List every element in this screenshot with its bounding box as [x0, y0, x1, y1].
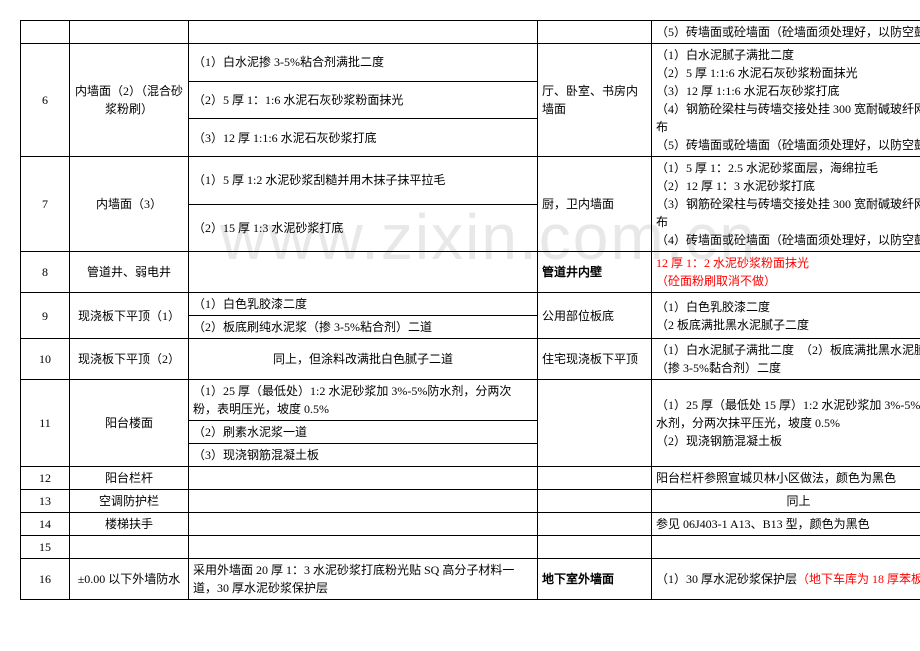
row-number: 11 [21, 380, 70, 467]
row-desc: （3）现浇钢筋混凝土板 [189, 444, 538, 467]
row-detail: 12 厚 1：2 水泥砂浆粉面抹光（砼面粉刷取消不做） [652, 252, 920, 293]
row-location: 厅、卧室、书房内墙面 [538, 44, 652, 157]
row-location [538, 490, 652, 513]
row-desc: （2）15 厚 1:3 水泥砂浆打底 [189, 204, 538, 252]
row-number: 15 [21, 536, 70, 559]
row-detail: （1）白水泥腻子满批二度（2）5 厚 1:1:6 水泥石灰砂浆粉面抹光（3）12… [652, 44, 920, 157]
table-row: 6内墙面（2）（混合砂浆粉刷）（1）白水泥掺 3-5%粘合剂满批二度厅、卧室、书… [21, 44, 920, 82]
table-row: 11阳台楼面（1）25 厚（最低处）1:2 水泥砂浆加 3%-5%防水剂，分两次… [21, 380, 920, 421]
row-number: 16 [21, 559, 70, 600]
row-desc [189, 536, 538, 559]
row-desc [189, 513, 538, 536]
row-name: 楼梯扶手 [70, 513, 189, 536]
row-detail: 同上 [652, 490, 920, 513]
row-number [21, 21, 70, 44]
row-location: 地下室外墙面 [538, 559, 652, 600]
spec-table-container: （5）砖墙面或砼墙面（砼墙面须处理好，以防空鼓）6内墙面（2）（混合砂浆粉刷）（… [20, 20, 900, 600]
row-name [70, 536, 189, 559]
row-desc: （1）25 厚（最低处）1:2 水泥砂浆加 3%-5%防水剂，分两次粉，表明压光… [189, 380, 538, 421]
table-row: 7内墙面（3）（1）5 厚 1:2 水泥砂浆刮糙并用木抹子抹平拉毛厨，卫内墙面（… [21, 157, 920, 205]
row-detail: （1）白水泥腻子满批二度 （2）板底满批黑水泥腻子（掺 3-5%黏合剂）二度 [652, 339, 920, 380]
row-desc: （1）白水泥掺 3-5%粘合剂满批二度 [189, 44, 538, 82]
row-name: 内墙面（3） [70, 157, 189, 252]
row-detail [652, 536, 920, 559]
row-location: 管道井内壁 [538, 252, 652, 293]
table-row: 16±0.00 以下外墙防水采用外墙面 20 厚 1：3 水泥砂浆打底粉光贴 S… [21, 559, 920, 600]
row-number: 10 [21, 339, 70, 380]
row-desc [189, 21, 538, 44]
row-detail: （1）5 厚 1：2.5 水泥砂浆面层，海绵拉毛（2）12 厚 1：3 水泥砂浆… [652, 157, 920, 252]
row-number: 14 [21, 513, 70, 536]
row-desc: 同上，但涂料改满批白色腻子二道 [189, 339, 538, 380]
row-desc: 采用外墙面 20 厚 1：3 水泥砂浆打底粉光贴 SQ 高分子材料一道，30 厚… [189, 559, 538, 600]
row-name: 阳台栏杆 [70, 467, 189, 490]
spec-table: （5）砖墙面或砼墙面（砼墙面须处理好，以防空鼓）6内墙面（2）（混合砂浆粉刷）（… [20, 20, 920, 600]
row-detail: （1）白色乳胶漆二度（2 板底满批黑水泥腻子二度 [652, 293, 920, 339]
row-desc: （2）板底刷纯水泥浆（掺 3-5%粘合剂）二道 [189, 316, 538, 339]
row-number: 8 [21, 252, 70, 293]
row-desc [189, 490, 538, 513]
row-number: 12 [21, 467, 70, 490]
row-number: 13 [21, 490, 70, 513]
row-desc: （1）白色乳胶漆二度 [189, 293, 538, 316]
row-detail: 参见 06J403-1 A13、B13 型，颜色为黑色 [652, 513, 920, 536]
row-desc [189, 467, 538, 490]
table-row: （5）砖墙面或砼墙面（砼墙面须处理好，以防空鼓） [21, 21, 920, 44]
row-name: 现浇板下平顶（2） [70, 339, 189, 380]
row-location: 公用部位板底 [538, 293, 652, 339]
row-detail: （1）30 厚水泥砂浆保护层（地下车库为 18 厚苯板） [652, 559, 920, 600]
row-name: ±0.00 以下外墙防水 [70, 559, 189, 600]
row-location [538, 21, 652, 44]
table-row: 8管道井、弱电井 管道井内壁12 厚 1：2 水泥砂浆粉面抹光（砼面粉刷取消不做） [21, 252, 920, 293]
row-location [538, 513, 652, 536]
row-name: 内墙面（2）（混合砂浆粉刷） [70, 44, 189, 157]
row-number: 6 [21, 44, 70, 157]
row-desc: （2）5 厚 1：1:6 水泥石灰砂浆粉面抹光 [189, 81, 538, 119]
table-row: 9现浇板下平顶（1）（1）白色乳胶漆二度公用部位板底（1）白色乳胶漆二度（2 板… [21, 293, 920, 316]
table-row: 10现浇板下平顶（2）同上，但涂料改满批白色腻子二道住宅现浇板下平顶（1）白水泥… [21, 339, 920, 380]
row-desc: （2）刷素水泥浆一道 [189, 421, 538, 444]
row-detail: （1）25 厚（最低处 15 厚）1:2 水泥砂浆加 3%-5%防水剂，分两次抹… [652, 380, 920, 467]
row-number: 9 [21, 293, 70, 339]
row-desc [189, 252, 538, 293]
table-row: 14楼梯扶手 参见 06J403-1 A13、B13 型，颜色为黑色 [21, 513, 920, 536]
row-desc: （3）12 厚 1:1:6 水泥石灰砂浆打底 [189, 119, 538, 157]
table-row: 13空调防护栏 同上 [21, 490, 920, 513]
row-location [538, 467, 652, 490]
row-name: 阳台楼面 [70, 380, 189, 467]
row-location: 厨，卫内墙面 [538, 157, 652, 252]
row-location [538, 380, 652, 467]
table-row: 12阳台栏杆 阳台栏杆参照宣城贝林小区做法，颜色为黑色 [21, 467, 920, 490]
row-number: 7 [21, 157, 70, 252]
row-name [70, 21, 189, 44]
row-location: 住宅现浇板下平顶 [538, 339, 652, 380]
row-location [538, 536, 652, 559]
row-detail: （5）砖墙面或砼墙面（砼墙面须处理好，以防空鼓） [652, 21, 920, 44]
row-detail: 阳台栏杆参照宣城贝林小区做法，颜色为黑色 [652, 467, 920, 490]
row-name: 空调防护栏 [70, 490, 189, 513]
row-name: 现浇板下平顶（1） [70, 293, 189, 339]
table-row: 15 [21, 536, 920, 559]
row-name: 管道井、弱电井 [70, 252, 189, 293]
row-desc: （1）5 厚 1:2 水泥砂浆刮糙并用木抹子抹平拉毛 [189, 157, 538, 205]
